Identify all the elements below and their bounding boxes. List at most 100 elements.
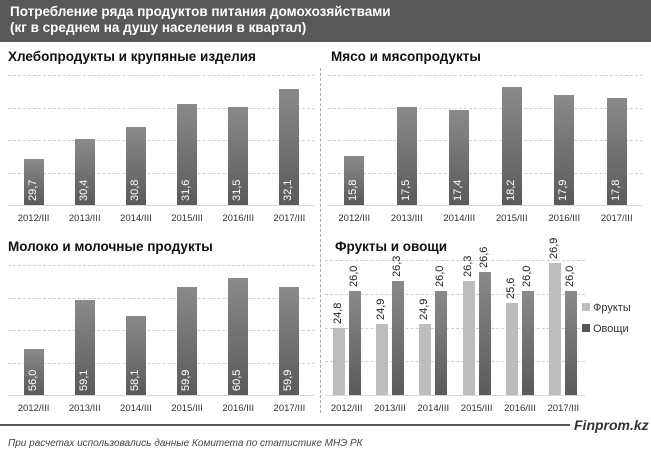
bar — [332, 327, 345, 395]
baseline — [325, 395, 585, 396]
bar — [522, 290, 534, 395]
gridline — [8, 362, 315, 364]
data-label: 24,8 — [331, 302, 344, 324]
x-tick-label: 2015/III — [171, 403, 203, 414]
bar — [565, 290, 578, 395]
legend-label-veg: Овощи — [593, 323, 629, 335]
footer-line — [0, 424, 570, 426]
chart-milk: 56,0 2012/III 59,1 2013/III 58,1 2014/III 59,9… — [8, 265, 315, 414]
data-label: 24,9 — [375, 299, 387, 321]
gridline — [328, 75, 643, 76]
bar — [396, 106, 417, 205]
bar — [606, 98, 627, 205]
panel-title-fruits-veg: Фрукты и овощи — [335, 239, 448, 254]
x-tick-label: 2013/III — [68, 403, 101, 414]
x-tick-label: 2014/III — [417, 403, 450, 414]
gridline — [328, 107, 643, 109]
x-tick-label: 2013/III — [68, 213, 101, 224]
chart-fruits-veg: 24,8 26,0 2012/III 24,9 26,3 2013/III 24,9 26,0… — [325, 238, 585, 414]
data-label: 30,8 — [128, 179, 141, 201]
bar — [348, 290, 361, 395]
legend-fruits: Фрукты — [582, 302, 631, 314]
x-tick-label: 2012/III — [338, 213, 371, 224]
data-label: 59,1 — [77, 369, 90, 391]
chart-meat: 15,8 2012/III 17,5 2013/III 17,4 2014/III 18,2… — [328, 75, 643, 224]
gridline — [325, 260, 585, 261]
bar — [228, 277, 249, 395]
title-line-2: (кг в среднем на душу населения в кварта… — [10, 20, 307, 35]
data-label: 24,9 — [418, 299, 431, 321]
bar — [419, 324, 432, 395]
data-label: 32,1 — [282, 179, 295, 201]
data-label: 17,9 — [557, 179, 570, 201]
source-note: При расчетах использовались данные Комит… — [8, 438, 363, 449]
gridline — [8, 140, 315, 141]
x-tick-label: 2015/III — [171, 213, 203, 224]
data-label: 26,9 — [548, 237, 561, 260]
gridline — [8, 75, 315, 76]
x-tick-label: 2017/III — [600, 213, 633, 224]
gridline — [328, 140, 643, 141]
x-tick-label: 2016/III — [504, 403, 536, 414]
data-label: 17,8 — [609, 179, 622, 201]
x-tick-label: 2013/III — [390, 213, 423, 224]
bar — [279, 287, 300, 395]
data-label: 26,0 — [434, 265, 447, 287]
bar — [23, 349, 44, 395]
data-label: 26,3 — [391, 256, 403, 278]
x-tick-label: 2014/III — [120, 213, 152, 224]
brand-logo: Finprom.kz — [574, 417, 649, 433]
data-label: 26,3 — [461, 256, 474, 278]
x-tick-label: 2012/III — [17, 213, 50, 224]
chart-header: Потребление ряда продуктов питания домох… — [0, 0, 651, 42]
bar — [506, 302, 518, 395]
chart-bread: 29,7 2012/III 30,4 2013/III 30,8 2014/III 31,6… — [8, 75, 315, 224]
data-label: 26,0 — [564, 265, 577, 287]
data-label: 17,4 — [452, 179, 465, 201]
bar — [125, 315, 146, 395]
x-tick-label: 2014/III — [120, 403, 152, 414]
panel-title-meat: Мясо и мясопродукты — [331, 49, 481, 64]
bar — [125, 127, 146, 205]
data-label: 26,0 — [521, 265, 533, 287]
bar — [177, 287, 198, 395]
bar — [376, 324, 388, 395]
legend-veg: Овощи — [582, 323, 629, 335]
data-label: 15,8 — [347, 179, 360, 201]
data-label: 56,0 — [26, 369, 39, 391]
x-tick-label: 2015/III — [460, 403, 493, 414]
baseline — [328, 205, 643, 206]
legend-swatch-veg — [582, 324, 590, 332]
data-label: 60,5 — [231, 369, 244, 391]
gridline — [325, 361, 585, 363]
data-label: 29,7 — [26, 179, 39, 201]
gridline — [328, 172, 643, 174]
vertical-divider — [320, 68, 321, 413]
bar — [344, 155, 365, 205]
x-tick-label: 2016/III — [548, 213, 581, 224]
gridline — [8, 107, 315, 109]
x-tick-label: 2016/III — [222, 213, 255, 224]
data-label: 31,6 — [180, 179, 193, 201]
data-label: 26,0 — [347, 265, 360, 287]
bar — [435, 290, 448, 395]
bar — [392, 281, 404, 395]
bar — [74, 138, 95, 205]
data-label: 26,6 — [477, 246, 490, 269]
legend-label-fruits: Фрукты — [593, 302, 631, 314]
bar — [228, 106, 249, 205]
bar — [74, 299, 95, 395]
bar — [279, 89, 300, 205]
gridline — [8, 297, 315, 299]
data-label: 31,5 — [231, 179, 244, 201]
data-label: 59,9 — [180, 369, 193, 391]
gridline — [325, 327, 585, 329]
baseline — [8, 395, 315, 396]
x-tick-label: 2012/III — [330, 403, 363, 414]
bar — [501, 86, 522, 205]
x-tick-label: 2015/III — [495, 213, 528, 224]
x-tick-label: 2017/III — [273, 213, 306, 224]
data-label: 30,4 — [77, 179, 90, 201]
panel-title-milk: Молоко и молочные продукты — [8, 239, 213, 254]
x-tick-label: 2012/III — [17, 403, 50, 414]
